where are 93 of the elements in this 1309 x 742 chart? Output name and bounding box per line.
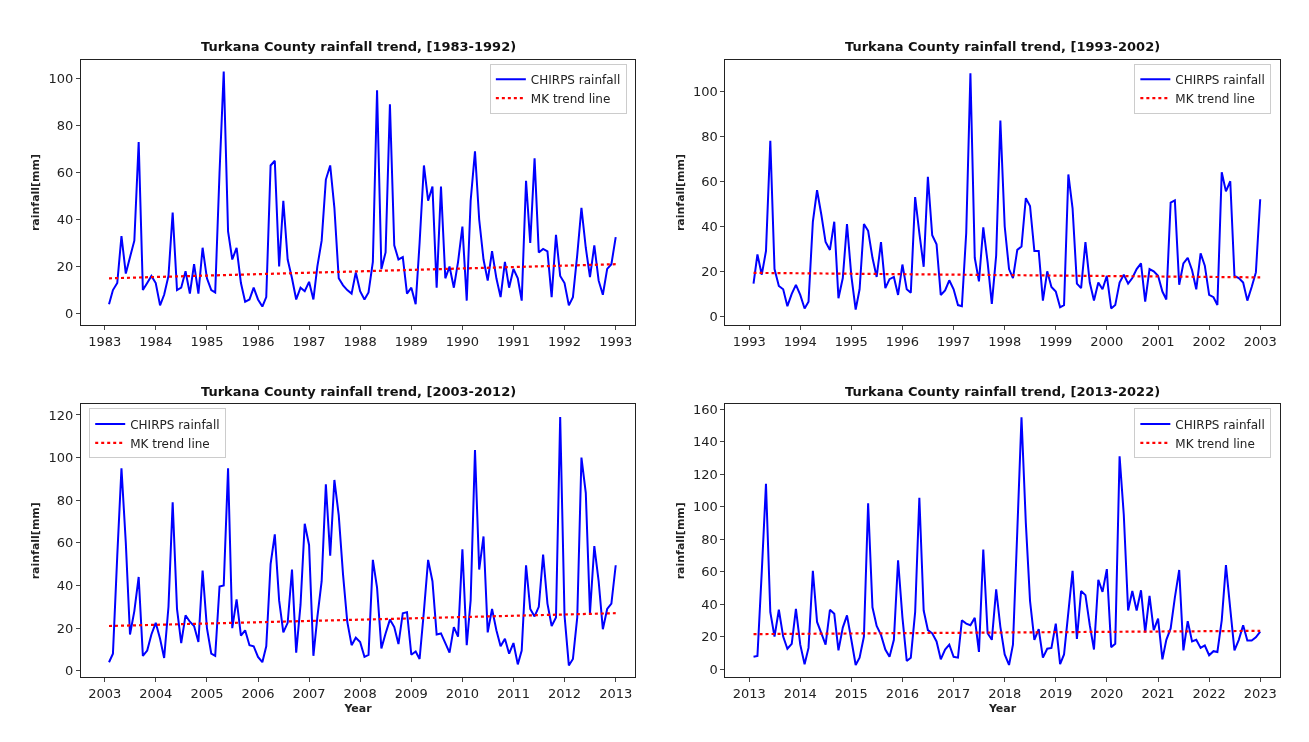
- chart-title: Turkana County rainfall trend, [2003-2012): [201, 384, 517, 399]
- x-tick-label: 1999: [1039, 333, 1073, 349]
- y-tick-label: 120: [48, 407, 74, 423]
- y-tick-label: 60: [56, 535, 74, 551]
- x-tick-label: 2018: [988, 685, 1022, 701]
- x-tick-label: 2019: [1039, 685, 1073, 701]
- x-tick-label: 2011: [496, 685, 530, 701]
- x-tick-label: 2000: [1090, 333, 1124, 349]
- chart-title: Turkana County rainfall trend, [1983-1992): [201, 39, 517, 54]
- x-tick-label: 2004: [139, 685, 173, 701]
- x-tick-label: 2009: [394, 685, 428, 701]
- y-tick-label: 20: [701, 629, 718, 645]
- y-tick-label: 80: [701, 531, 718, 547]
- x-tick-label: 2006: [241, 685, 275, 701]
- y-tick-label: 80: [56, 118, 74, 134]
- legend-label: MK trend line: [130, 436, 210, 451]
- x-tick-label: 1984: [139, 333, 173, 349]
- y-tick-label: 20: [701, 263, 718, 279]
- x-axis-title: Year: [343, 701, 373, 715]
- x-axis-title: Year: [987, 701, 1017, 715]
- x-tick-label: 2013: [599, 685, 633, 701]
- x-tick-label: 2013: [732, 685, 766, 701]
- legend-label: CHIRPS rainfall: [130, 417, 220, 432]
- y-tick-label: 20: [56, 620, 74, 636]
- y-tick-label: 80: [56, 492, 74, 508]
- x-tick-label: 1991: [496, 333, 530, 349]
- legend-label: CHIRPS rainfall: [530, 72, 621, 87]
- x-tick-label: 2003: [1243, 333, 1277, 349]
- y-tick-label: 40: [56, 212, 74, 228]
- x-tick-label: 2014: [783, 685, 817, 701]
- y-tick-label: 100: [692, 499, 718, 515]
- y-tick-label: 100: [692, 83, 718, 99]
- x-tick-label: 2012: [547, 685, 582, 701]
- x-tick-label: 2005: [190, 685, 224, 701]
- x-tick-label: 2007: [292, 685, 326, 701]
- y-tick-label: 0: [709, 308, 718, 324]
- legend-label: MK trend line: [530, 91, 611, 106]
- y-tick-label: 40: [56, 578, 74, 594]
- y-tick-label: 40: [701, 218, 718, 234]
- y-tick-label: 100: [48, 450, 74, 466]
- x-tick-label: 2022: [1192, 685, 1226, 701]
- y-tick-label: 120: [692, 466, 718, 482]
- legend-label: MK trend line: [1175, 436, 1255, 451]
- y-axis-title: rainfall[mm]: [673, 502, 687, 580]
- y-tick-label: 0: [65, 663, 74, 679]
- y-axis-title: rainfall[mm]: [29, 502, 43, 580]
- x-tick-label: 1995: [834, 333, 868, 349]
- x-tick-label: 1983: [88, 333, 122, 349]
- legend-label: MK trend line: [1175, 91, 1255, 106]
- y-tick-label: 140: [692, 434, 718, 450]
- line-series: [752, 416, 1262, 666]
- y-tick-label: 20: [56, 259, 74, 275]
- x-tick-label: 1986: [241, 333, 275, 349]
- legend-label: CHIRPS rainfall: [1175, 417, 1265, 432]
- y-tick-label: 80: [701, 128, 718, 144]
- x-tick-label: 1988: [343, 333, 377, 349]
- y-tick-label: 100: [48, 71, 74, 87]
- y-tick-label: 60: [701, 173, 718, 189]
- x-tick-label: 2016: [885, 685, 919, 701]
- y-tick-label: 40: [701, 596, 718, 612]
- chart-title: Turkana County rainfall trend, [2013-2022): [845, 384, 1161, 399]
- x-tick-label: 1985: [190, 333, 224, 349]
- x-tick-label: 1996: [885, 333, 919, 349]
- y-tick-label: 60: [701, 564, 718, 580]
- x-tick-label: 2023: [1243, 685, 1277, 701]
- x-tick-label: 2020: [1090, 685, 1124, 701]
- y-tick-label: 160: [692, 401, 718, 417]
- line-series: [752, 72, 1262, 311]
- y-tick-label: 60: [56, 165, 74, 181]
- x-tick-label: 1987: [292, 333, 326, 349]
- x-tick-label: 1993: [732, 333, 766, 349]
- x-tick-label: 2010: [445, 685, 479, 701]
- x-tick-label: 2021: [1141, 685, 1175, 701]
- x-tick-label: 1993: [599, 333, 633, 349]
- legend-label: CHIRPS rainfall: [1175, 72, 1265, 87]
- x-tick-label: 2017: [937, 685, 971, 701]
- x-tick-label: 2001: [1141, 333, 1175, 349]
- x-tick-label: 1992: [547, 333, 582, 349]
- x-tick-label: 1998: [988, 333, 1022, 349]
- x-tick-label: 1990: [445, 333, 479, 349]
- x-tick-label: 1989: [394, 333, 428, 349]
- line-series: [108, 416, 617, 667]
- y-axis-title: rainfall[mm]: [29, 153, 43, 232]
- chart-title: Turkana County rainfall trend, [1993-2002): [845, 39, 1161, 54]
- x-tick-label: 2015: [834, 685, 868, 701]
- y-tick-label: 0: [709, 661, 718, 677]
- x-tick-label: 1997: [937, 333, 971, 349]
- y-axis-title: rainfall[mm]: [673, 153, 687, 232]
- x-tick-label: 1994: [783, 333, 817, 349]
- x-tick-label: 2003: [88, 685, 122, 701]
- y-tick-label: 0: [65, 306, 74, 322]
- x-tick-label: 2002: [1192, 333, 1226, 349]
- x-tick-label: 2008: [343, 685, 377, 701]
